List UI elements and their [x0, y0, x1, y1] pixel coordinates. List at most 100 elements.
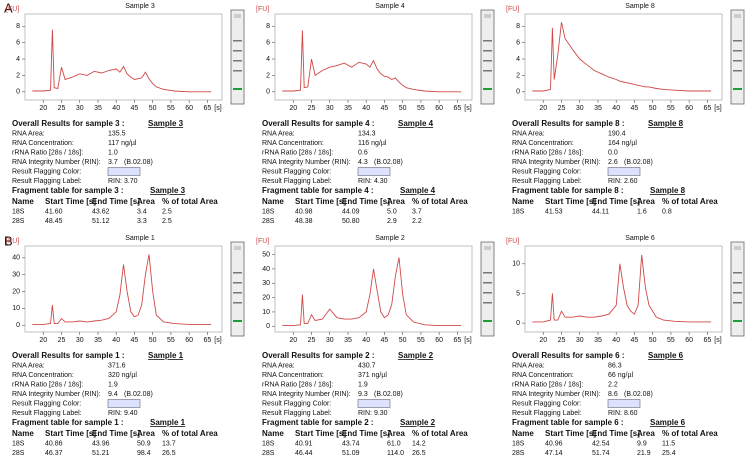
x-tick-label: 60 [185, 337, 193, 344]
results-heading: Overall Results for sample 2 : [262, 351, 375, 360]
cell: 98.4 [137, 450, 151, 457]
cell: 9.9 [637, 440, 647, 447]
cell: 13.7 [162, 440, 176, 447]
field-value: 2.2 [608, 381, 618, 388]
cell: 44.11 [592, 208, 609, 215]
gel-band [233, 70, 242, 72]
cell: 3.4 [137, 208, 147, 215]
x-tick-label: 40 [612, 337, 620, 344]
column-header: Name [512, 429, 534, 438]
column-header: % of total Area [162, 197, 218, 206]
cell: 61.0 [387, 440, 401, 447]
x-tick-label: 60 [435, 105, 443, 112]
column-header: Start Time [s] [295, 429, 346, 438]
cell: 2.9 [387, 218, 397, 225]
fragment-heading: Fragment table for sample 8 : [512, 186, 624, 195]
fragment-heading: Fragment table for sample 3 : [12, 186, 124, 195]
gel-lane [480, 241, 495, 337]
x-axis-label: [s] [214, 337, 221, 344]
trace [32, 29, 212, 93]
y-tick-label: 40 [12, 255, 20, 262]
x-tick-label: 55 [667, 337, 675, 344]
trace [32, 254, 212, 325]
cell: 50.80 [342, 218, 360, 225]
cell: 41.60 [45, 208, 63, 215]
x-tick-label: 20 [289, 105, 297, 112]
field-value: 2.6 [608, 159, 618, 166]
gel-band [233, 88, 242, 90]
chart-title: Sample 4 [375, 3, 405, 10]
field-note: (B.02.08) [124, 391, 153, 398]
fragment-sample: Sample 8 [650, 186, 686, 195]
field-label: Result Flagging Color: [512, 168, 581, 175]
fragment-heading: Fragment table for sample 2 : [262, 418, 374, 427]
field-label: Result Flagging Color: [262, 400, 331, 407]
y-tick-label: 2 [16, 72, 20, 79]
field-note: (B.02.08) [124, 159, 153, 166]
sample-name: Sample 8 [648, 119, 684, 128]
plot-frame [524, 245, 723, 333]
column-header: End Time [s] [342, 197, 390, 206]
flag-color [357, 399, 391, 408]
x-tick-label: 20 [539, 337, 547, 344]
sample-name: Sample 3 [148, 119, 184, 128]
y-axis-label: [FU] [256, 238, 269, 245]
field-note: (B.02.08) [374, 159, 403, 166]
gel-band [733, 302, 742, 304]
gel-band [733, 50, 742, 52]
field-label: RNA Concentration: [512, 140, 574, 147]
y-axis-label: [FU] [6, 238, 19, 245]
field-label: rRNA Ratio [28s / 18s]: [512, 149, 583, 156]
field-value: 320 ng/µl [108, 372, 137, 379]
cell: 43.96 [92, 440, 110, 447]
x-tick-label: 65 [704, 105, 712, 112]
field-label: Result Flagging Color: [12, 168, 81, 175]
cell: 42.54 [592, 440, 610, 447]
field-value: 135.5 [108, 130, 126, 137]
field-note: (B.02.08) [624, 391, 653, 398]
fragment-sample: Sample 1 [150, 418, 186, 427]
x-axis-label: [s] [714, 337, 721, 344]
y-tick-label: 4 [16, 56, 20, 63]
cell: 43.74 [342, 440, 360, 447]
gel-band [234, 246, 241, 250]
y-axis-label: [FU] [256, 6, 269, 13]
plot-frame [24, 13, 223, 101]
gel-band [734, 246, 741, 250]
fragment-heading: Fragment table for sample 6 : [512, 418, 624, 427]
x-tick-label: 45 [131, 105, 139, 112]
x-tick-label: 25 [558, 105, 566, 112]
gel-band [733, 272, 742, 274]
cell: 18S [12, 440, 25, 447]
y-tick-label: 40 [262, 266, 270, 273]
column-header: Start Time [s] [45, 197, 96, 206]
field-label: RNA Area: [512, 130, 545, 137]
cell: 51.12 [92, 218, 110, 225]
field-label: RNA Concentration: [262, 372, 324, 379]
gel-lane [730, 241, 745, 337]
flag-color [607, 167, 641, 176]
cell: 46.44 [295, 450, 313, 457]
plot-frame [524, 13, 723, 101]
y-tick-label: 6 [266, 40, 270, 47]
y-tick-label: 50 [262, 251, 270, 258]
x-tick-label: 50 [149, 337, 157, 344]
gel-band [483, 70, 492, 72]
gel-band [234, 14, 241, 18]
cell: 40.96 [545, 440, 563, 447]
flag-color [607, 399, 641, 408]
column-header: Start Time [s] [295, 197, 346, 206]
cell: 28S [262, 218, 275, 225]
y-tick-label: 30 [12, 272, 20, 279]
field-value: 134.3 [358, 130, 376, 137]
field-label: RNA Integrity Number (RIN): [12, 391, 101, 398]
sample-name: Sample 6 [648, 351, 684, 360]
field-label: Result Flagging Color: [262, 168, 331, 175]
y-tick-label: 30 [262, 280, 270, 287]
field-label: Result Flagging Color: [512, 400, 581, 407]
field-label: Result Flagging Label: [262, 410, 332, 417]
field-value: 1.9 [108, 381, 118, 388]
column-header: Name [262, 197, 284, 206]
cell: 25.4 [662, 450, 676, 457]
field-label: RNA Area: [262, 130, 295, 137]
